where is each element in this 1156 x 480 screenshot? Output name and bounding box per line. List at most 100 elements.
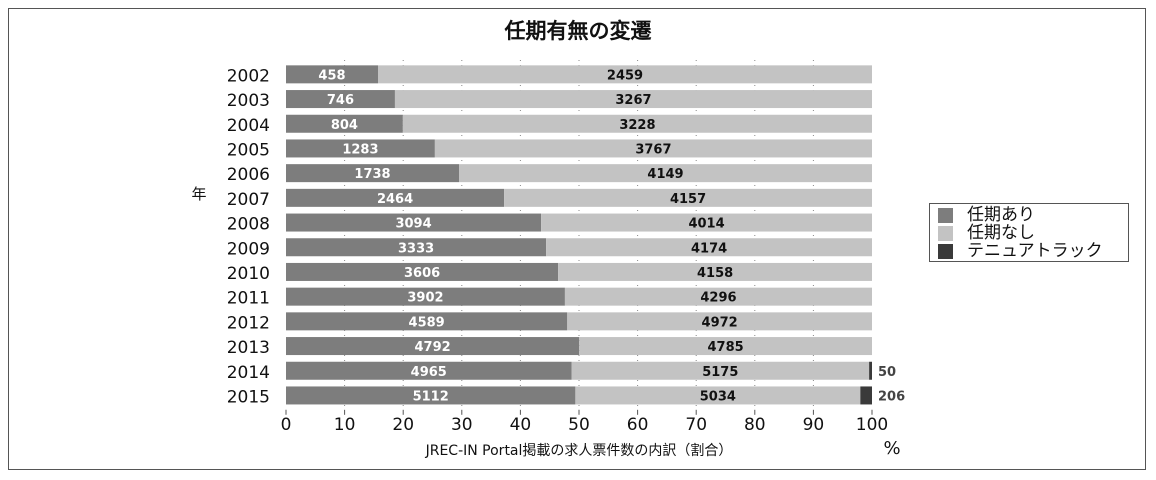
data-label: 50 <box>878 365 896 380</box>
data-label: 3902 <box>407 291 443 306</box>
y-tick-label: 2005 <box>227 140 270 160</box>
data-label: 3333 <box>398 241 434 256</box>
x-tick-label: 50 <box>568 415 590 435</box>
data-label: 1283 <box>342 142 378 157</box>
data-label: 3767 <box>635 142 671 157</box>
bar-segment <box>286 337 580 356</box>
x-tick-label: 80 <box>744 415 766 435</box>
bar-segment <box>394 90 872 109</box>
bar-segment <box>459 164 872 183</box>
bar-segment <box>575 386 861 405</box>
bar-segment <box>286 262 559 281</box>
bar-segment <box>286 386 576 405</box>
data-label: 2464 <box>377 192 413 207</box>
y-tick-label: 2013 <box>227 338 270 358</box>
data-label: 4792 <box>415 340 451 355</box>
data-label: 4158 <box>697 266 733 281</box>
legend-label: 任期あり <box>967 205 1035 225</box>
data-label: 4014 <box>688 217 724 232</box>
y-tick-label: 2015 <box>227 387 270 407</box>
x-tick-label: 10 <box>334 415 356 435</box>
legend-item: 任期あり <box>938 206 1128 224</box>
y-tick-label: 2009 <box>227 239 270 259</box>
x-axis-unit: % <box>883 438 900 459</box>
data-label: 1738 <box>354 167 390 182</box>
y-tick-label: 2004 <box>227 116 270 136</box>
data-label: 4972 <box>702 315 738 330</box>
bar-segment <box>567 312 872 331</box>
bar-segment <box>286 65 379 84</box>
bar-segment <box>286 164 460 183</box>
data-label: 3228 <box>619 118 655 133</box>
legend-swatch <box>938 225 953 241</box>
y-tick-label: 2007 <box>227 190 270 210</box>
y-tick-label: 2008 <box>227 215 270 235</box>
x-tick-label: 20 <box>392 415 414 435</box>
data-label: 4589 <box>409 315 445 330</box>
bar-segment <box>504 188 872 207</box>
legend: 任期あり 任期なし テニュアトラック <box>929 203 1129 262</box>
data-label: 3094 <box>395 217 431 232</box>
bar-segment <box>286 238 547 257</box>
y-tick-label: 2003 <box>227 91 270 111</box>
data-label: 206 <box>878 389 905 404</box>
chart-title: 任期有無の変遷 <box>504 19 652 43</box>
y-tick-label: 2006 <box>227 165 270 185</box>
y-tick-label: 2011 <box>227 289 270 309</box>
bar-segment <box>286 188 505 207</box>
legend-label: テニュアトラック <box>967 241 1103 261</box>
x-axis-title: JREC-IN Portal掲載の求人票件数の内訳（割合） <box>425 442 733 459</box>
bar-segment <box>860 386 872 405</box>
data-label: 4157 <box>670 192 706 207</box>
x-tick-label: 30 <box>451 415 473 435</box>
data-label: 458 <box>318 68 345 83</box>
legend-label: 任期なし <box>967 223 1035 243</box>
y-axis-label: 年 <box>191 185 206 203</box>
data-label: 5034 <box>700 389 736 404</box>
bar-segment <box>402 114 872 133</box>
x-tick-label: 0 <box>281 415 292 435</box>
data-label: 4174 <box>691 241 727 256</box>
data-label: 5175 <box>702 365 738 380</box>
data-label: 4965 <box>411 365 447 380</box>
x-tick-label: 100 <box>856 415 888 435</box>
legend-swatch <box>938 243 953 259</box>
data-label: 4296 <box>700 291 736 306</box>
data-label: 3606 <box>404 266 440 281</box>
y-tick-label: 2010 <box>227 264 270 284</box>
data-label: 4785 <box>708 340 744 355</box>
bar-segment <box>286 312 568 331</box>
y-tick-label: 2002 <box>227 66 270 86</box>
x-tick-label: 70 <box>685 415 707 435</box>
data-label: 2459 <box>607 68 643 83</box>
bar-segment <box>434 139 872 158</box>
data-label: 804 <box>331 118 358 133</box>
bar-segment <box>546 238 872 257</box>
bar-segment <box>286 213 542 232</box>
bar-segment <box>286 114 403 133</box>
bar-segment <box>286 90 395 109</box>
legend-item: テニュアトラック <box>938 242 1128 260</box>
legend-swatch <box>938 207 953 223</box>
x-tick-label: 90 <box>803 415 825 435</box>
data-label: 5112 <box>413 389 449 404</box>
y-tick-label: 2014 <box>227 363 270 383</box>
bar-segment <box>541 213 872 232</box>
bar-segment <box>286 139 435 158</box>
bar-segment <box>378 65 872 84</box>
legend-item: 任期なし <box>938 224 1128 242</box>
bar-segment <box>571 361 870 380</box>
data-label: 746 <box>327 93 354 108</box>
data-label: 3267 <box>615 93 651 108</box>
data-label: 4149 <box>647 167 683 182</box>
bar-segment <box>869 361 872 380</box>
y-tick-label: 2012 <box>227 313 270 333</box>
bar-segment <box>564 287 872 306</box>
bar-segment <box>579 337 872 356</box>
x-tick-label: 40 <box>510 415 532 435</box>
bar-segment <box>558 262 872 281</box>
bar-segment <box>286 361 572 380</box>
x-tick-label: 60 <box>627 415 649 435</box>
bar-segment <box>286 287 565 306</box>
